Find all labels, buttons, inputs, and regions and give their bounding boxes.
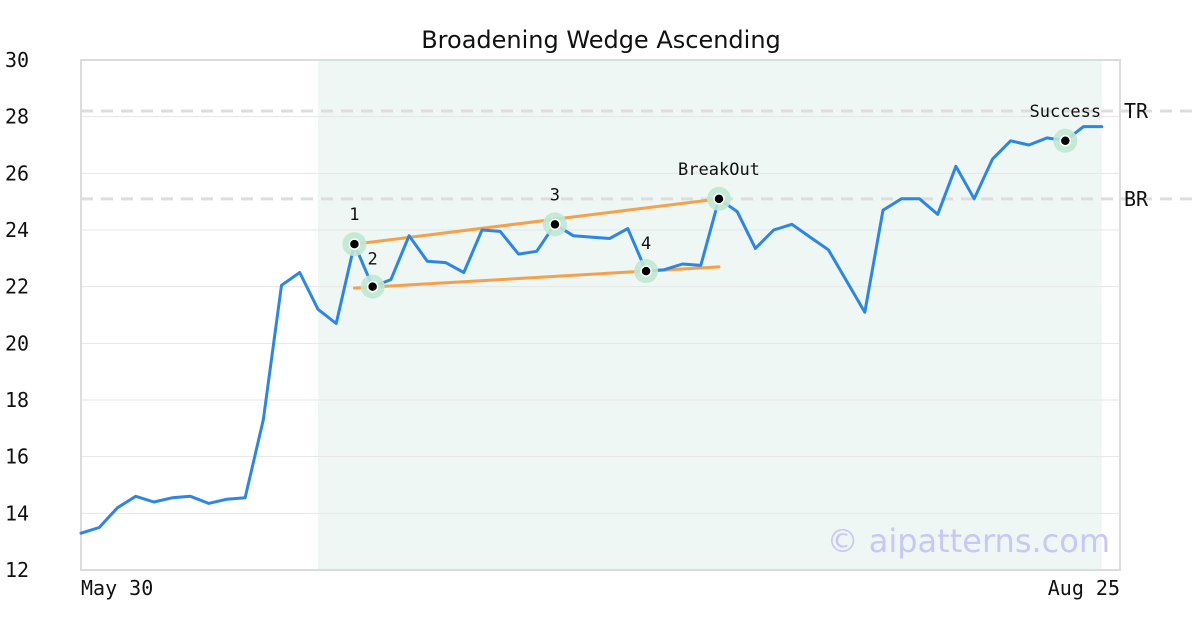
point-marker-dot [348,238,361,250]
point-marker-dot [366,280,379,293]
y-tick-label: 24 [5,218,29,242]
point-marker-dot [549,218,561,231]
x-axis-ticks: May 30 Aug 25 [81,576,1120,600]
point-marker-dot [713,193,725,205]
chart-title: Broadening Wedge Ascending [421,26,781,54]
pattern-region [317,60,1102,570]
watermark: © aipatterns.com [827,522,1110,560]
point-label: 1 [349,205,359,225]
y-tick-label: 16 [5,445,29,469]
y-tick-label: 14 [5,501,29,525]
pattern-markers-layer [342,128,1078,299]
point-marker-dot [1059,135,1072,147]
level-label: BR [1124,187,1149,211]
series-layer [79,125,1104,535]
point-label: 3 [550,185,560,205]
trendline-upper [352,197,721,246]
y-tick-label: 18 [5,388,29,412]
annotations-layer: 1 2 3 4 BreakOut Success [349,102,1101,270]
plot-area-border [80,59,1121,571]
highlight-region-layer [317,60,1102,570]
point-label: 4 [641,234,651,254]
point-label: BreakOut [678,160,760,180]
y-tick-label: 26 [5,161,29,185]
level-label: TR [1124,99,1149,123]
point-label: Success [1029,102,1101,122]
level-lines-layer: TR BR [81,99,1200,211]
y-tick-label: 20 [5,331,29,355]
point-marker-dot [640,265,652,277]
y-tick-label: 12 [5,558,29,582]
y-tick-label: 28 [5,105,29,129]
y-axis-ticks: 12 14 16 18 20 22 24 26 28 30 [5,48,29,582]
y-tick-label: 30 [5,48,29,72]
y-tick-label: 22 [5,275,29,299]
price-series-line [79,125,1104,535]
x-tick-label: Aug 25 [1048,576,1120,600]
x-tick-label: May 30 [81,576,153,600]
point-label: 2 [368,250,378,270]
